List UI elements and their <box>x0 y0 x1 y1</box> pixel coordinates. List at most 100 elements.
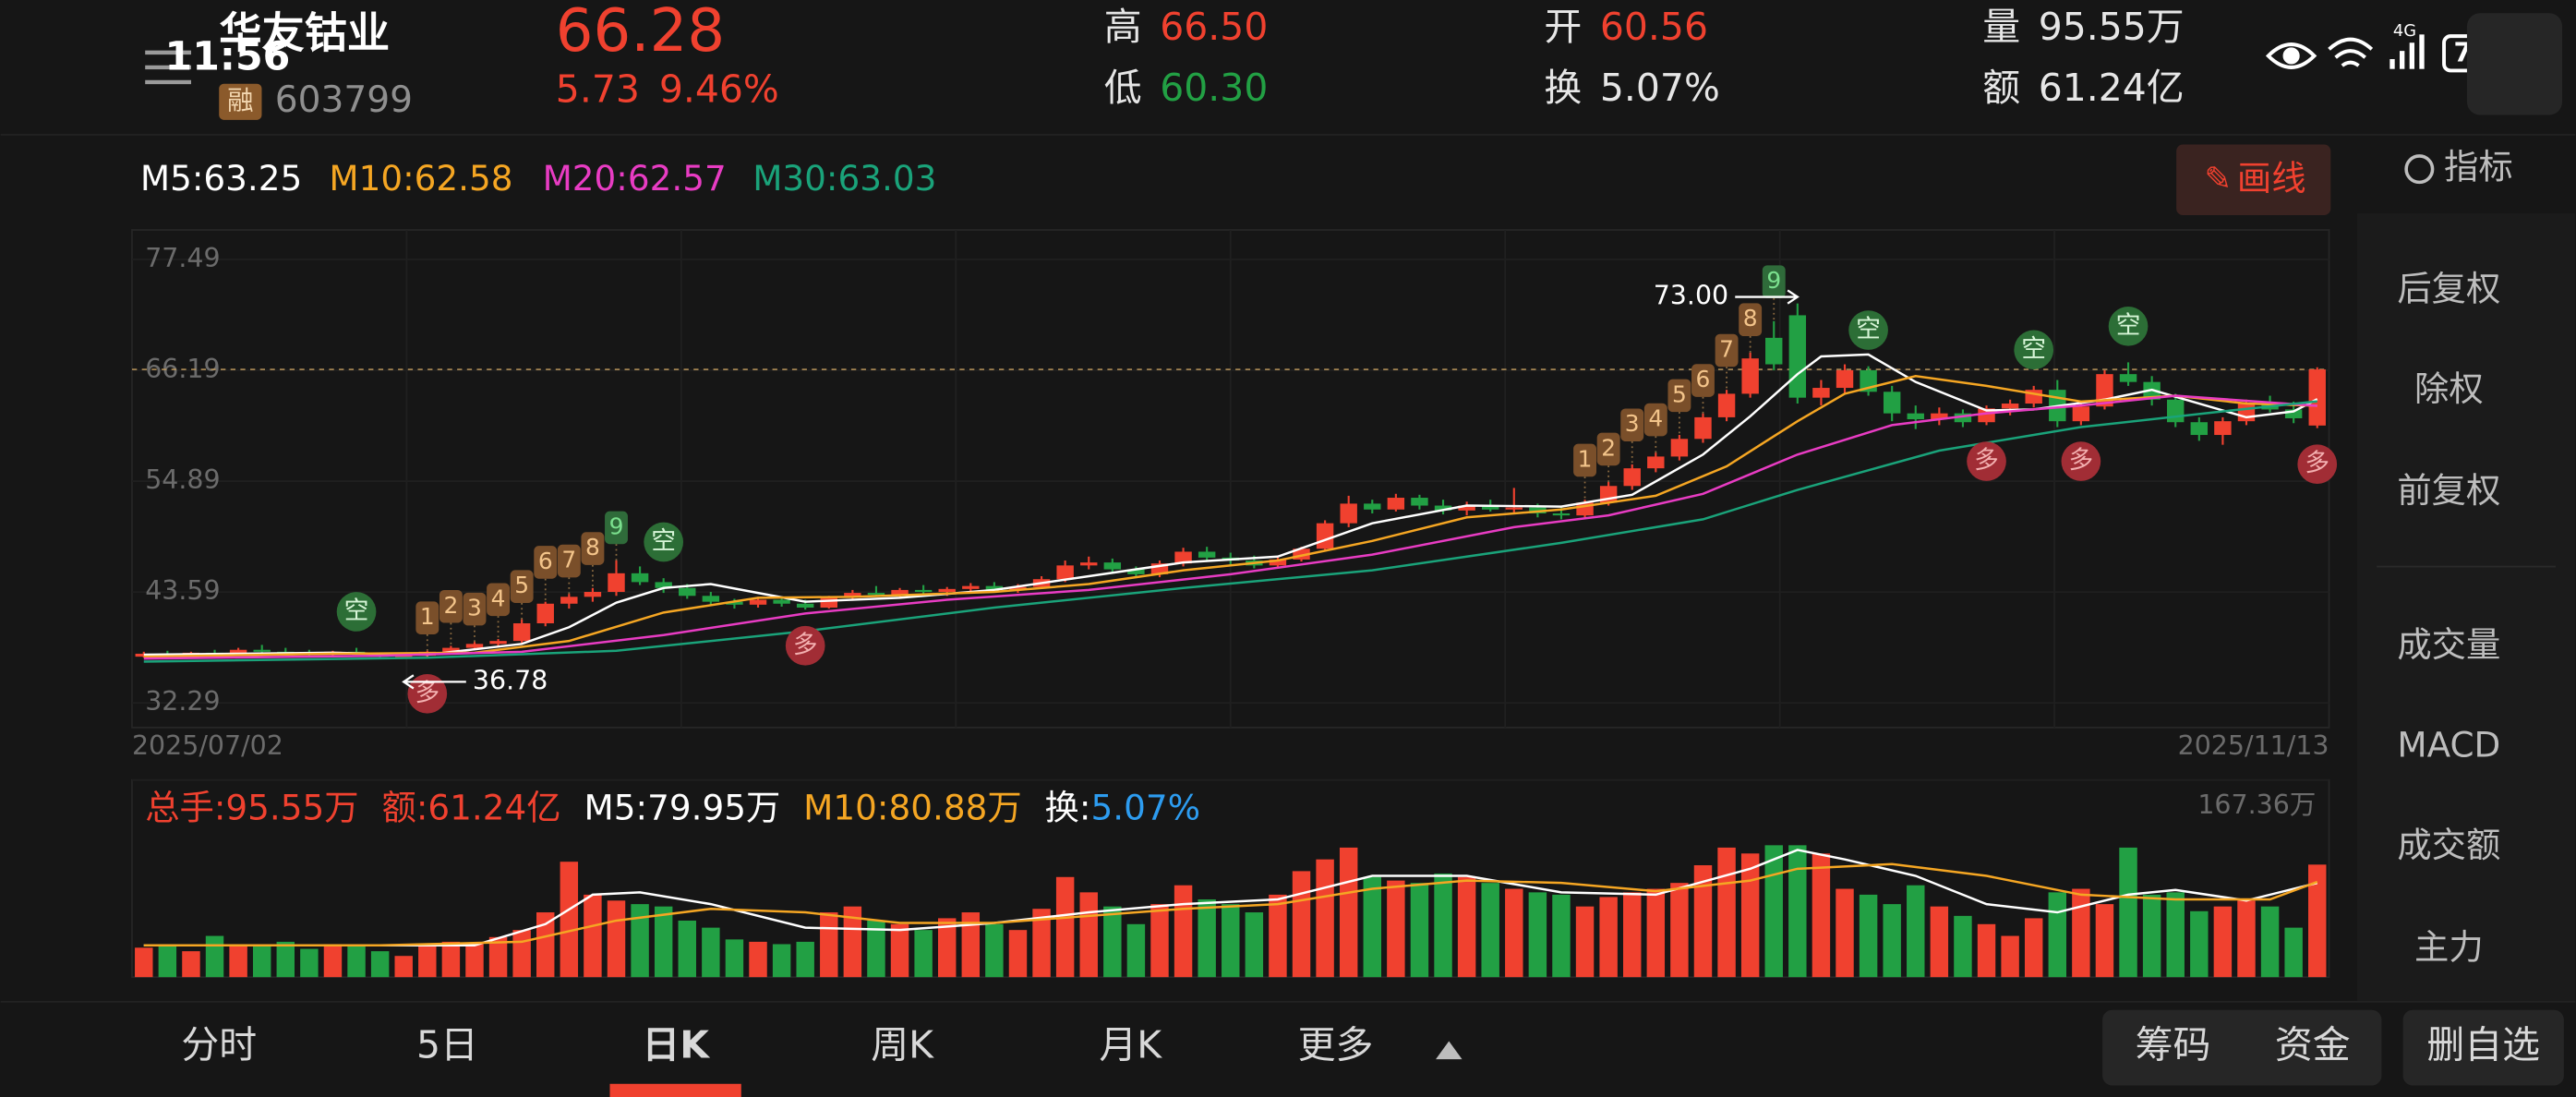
candle-body <box>1387 498 1405 510</box>
count-badge <box>1691 364 1715 397</box>
candle-body <box>820 597 837 609</box>
volume-bar <box>2072 888 2090 978</box>
count-label: 2 <box>1601 434 1616 461</box>
tab[interactable]: 更多 <box>1298 1023 1374 1067</box>
candle-body <box>2167 399 2185 423</box>
candle-body <box>608 573 625 593</box>
stat-label: 低 <box>1104 66 1142 110</box>
square-button[interactable] <box>2466 13 2563 115</box>
volume-bar <box>300 948 319 978</box>
signal-label: 多 <box>793 631 818 659</box>
volume-bar <box>347 945 366 978</box>
volume-bar <box>560 862 579 978</box>
tag-text: 融 <box>227 85 253 115</box>
volume-bar <box>1457 876 1476 978</box>
tab[interactable]: 周K <box>871 1023 934 1067</box>
candle-body <box>1009 586 1027 590</box>
candle-body <box>1670 439 1689 457</box>
expand-icon[interactable] <box>1436 1041 1463 1060</box>
count-badge <box>439 589 463 623</box>
candle-body <box>1765 337 1783 365</box>
ma-legend: M5:63.25 <box>140 158 302 199</box>
volume-bar <box>2142 894 2161 978</box>
sidebar-item[interactable]: MACD <box>2397 725 2500 765</box>
status-time: 11:56 <box>165 34 291 80</box>
candle-body <box>2214 421 2232 436</box>
candle-body <box>1434 505 1452 511</box>
volume-bar <box>2284 927 2303 978</box>
ma-legend: M30:63.03 <box>752 158 936 199</box>
count-badge <box>534 546 558 579</box>
candle-body <box>1647 456 1665 469</box>
volume-bar <box>2119 847 2137 978</box>
stat-label: 开 <box>1544 5 1582 49</box>
volume-bar <box>1245 912 1264 978</box>
count-label: 3 <box>467 595 482 621</box>
count-label: 4 <box>491 585 506 611</box>
volume-bar <box>1103 906 1122 978</box>
volume-bar <box>2024 918 2043 978</box>
sidebar-item[interactable]: 除权 <box>2414 368 2484 409</box>
volume-bar <box>2166 892 2185 978</box>
signal-label: 多 <box>1974 446 1999 475</box>
stat-label: 高 <box>1104 5 1142 49</box>
candle-body <box>512 623 531 642</box>
count-label: 1 <box>1578 445 1593 472</box>
volume-bar <box>135 947 153 978</box>
candle-body <box>631 573 649 583</box>
stat-label: 换 <box>1544 66 1582 110</box>
count-badge <box>1715 333 1739 368</box>
volume-bar <box>1552 894 1571 978</box>
button[interactable]: 删自选 <box>2426 1023 2540 1067</box>
button[interactable]: 筹码 <box>2136 1023 2211 1067</box>
tab[interactable]: 5日 <box>416 1023 478 1067</box>
volume-ma-line <box>143 849 2318 946</box>
volume-bar <box>1623 892 1642 978</box>
tab[interactable]: 分时 <box>181 1023 257 1067</box>
candle-body <box>702 596 720 602</box>
candle-body <box>1883 392 1901 414</box>
volume-bar <box>2095 904 2114 978</box>
count-badge <box>557 544 581 578</box>
menu-icon[interactable] <box>145 50 191 85</box>
count-label: 5 <box>514 572 529 598</box>
volume-bar <box>1977 923 1996 978</box>
candle-body <box>1954 413 1972 423</box>
draw-button[interactable] <box>2176 144 2331 215</box>
candle-body <box>1552 513 1571 516</box>
volume-bar <box>158 944 177 978</box>
volume-bar <box>1292 871 1311 978</box>
sidebar <box>2356 213 2576 1002</box>
sidebar-item[interactable]: 成交量 <box>2397 624 2500 665</box>
tab[interactable]: 月K <box>1099 1023 1162 1067</box>
tabs: 分时 5日 日K 周K 月K 更多 <box>181 1023 1463 1097</box>
ma-line <box>143 375 2317 658</box>
candle-body <box>749 599 767 605</box>
volume-bar <box>394 956 413 978</box>
x-tick-label: 2025/07/02 <box>132 730 283 761</box>
volume-ma-line <box>143 862 2318 946</box>
extreme-label: 36.78 <box>473 665 548 695</box>
candle-body <box>395 656 413 657</box>
count-badge <box>1643 403 1667 437</box>
tab[interactable]: 日K <box>642 1023 710 1067</box>
candle-body <box>489 641 507 645</box>
volume-bar <box>843 906 862 978</box>
count-badge <box>487 583 511 617</box>
volume-bar <box>2048 892 2067 978</box>
ma-line <box>143 353 2318 657</box>
candle-body <box>584 592 602 597</box>
volume-bar <box>1859 894 1878 978</box>
volume-bar <box>584 894 602 978</box>
volume-bar <box>1055 876 1075 978</box>
button[interactable]: 资金 <box>2275 1023 2351 1067</box>
volume-bar <box>182 951 200 978</box>
stat-value: 61.24亿 <box>2039 66 2185 110</box>
sidebar-item[interactable]: 主力 <box>2414 926 2484 967</box>
sidebar-item[interactable]: 成交额 <box>2397 825 2500 865</box>
stock-code: 603799 <box>275 79 413 121</box>
sidebar-item[interactable]: 后复权 <box>2397 268 2500 308</box>
sidebar-item[interactable]: 前复权 <box>2397 470 2500 511</box>
volume-bar <box>985 923 1004 978</box>
